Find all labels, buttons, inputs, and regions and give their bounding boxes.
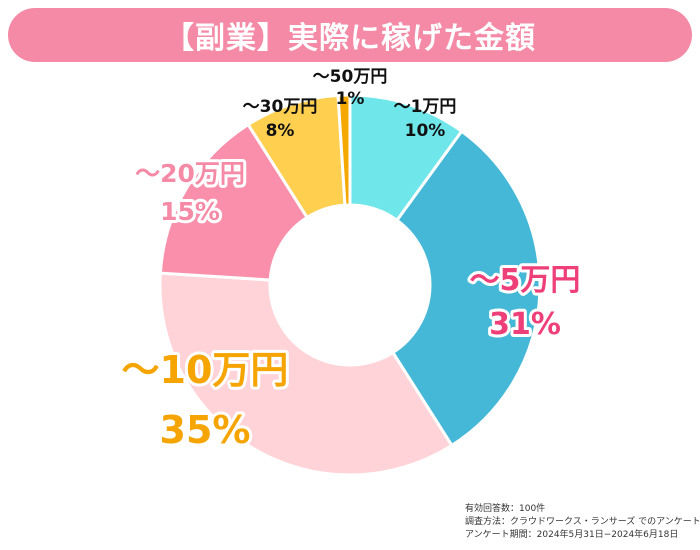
- slice-5: [336, 93, 352, 207]
- survey-notes: 有効回答数：100件 調査方法：クラウドワークス・ランサーズ でのアンケート ア…: [465, 503, 700, 542]
- slice-label-1: ～5万円: [470, 263, 581, 298]
- slice-1: [390, 129, 542, 448]
- slice-label-3: ～20万円: [135, 159, 245, 188]
- slice-value-0: 10%: [405, 121, 446, 141]
- slice-label-0: ～1万円: [394, 97, 457, 117]
- slice-value-5: 1%: [336, 89, 365, 109]
- slice-value-3: 15%: [160, 197, 220, 226]
- slice-label-2: ～10万円: [122, 348, 289, 392]
- note-method: 調査方法：クラウドワークス・ランサーズ でのアンケート: [465, 517, 700, 527]
- slice-value-4: 8%: [266, 121, 295, 141]
- slice-value-2: 35%: [160, 408, 251, 452]
- note-responses: 有効回答数：100件: [465, 504, 546, 514]
- slice-value-1: 31%: [489, 307, 561, 342]
- slice-label-5: ～50万円: [313, 67, 388, 87]
- slice-3: [158, 122, 310, 282]
- note-period: アンケート期間：2024年5月31日−2024年6月18日: [465, 530, 679, 540]
- title-banner: 【副業】実際に稼げた金額: [8, 8, 692, 62]
- chart-title: 【副業】実際に稼げた金額: [164, 21, 536, 56]
- slice-2: [158, 271, 454, 477]
- slice-label-4: ～30万円: [243, 97, 318, 117]
